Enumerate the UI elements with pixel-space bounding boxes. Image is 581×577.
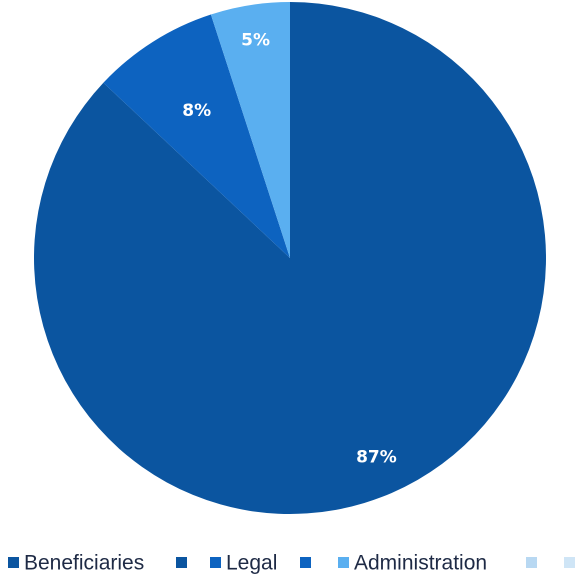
legend-swatch-unlabeled xyxy=(564,557,575,568)
legend-swatch-legal xyxy=(210,557,221,568)
legend-label-administration: Administration xyxy=(354,552,487,575)
legend-swatch-unlabeled xyxy=(300,557,311,568)
legend-swatch-administration xyxy=(338,557,349,568)
legend-label-beneficiaries: Beneficiaries xyxy=(24,552,144,575)
pie-slice-beneficiaries xyxy=(33,2,546,514)
data-label-legal: 8% xyxy=(182,101,211,121)
pie-data-labels: 87% 8% 5% xyxy=(182,31,396,468)
legend: Beneficiaries Legal Administration xyxy=(8,552,575,575)
legend-swatch-unlabeled xyxy=(176,557,187,568)
legend-swatch-unlabeled xyxy=(526,557,537,568)
pie-slices xyxy=(33,2,546,514)
pie-slice-legal xyxy=(103,14,290,259)
data-label-administration: 5% xyxy=(241,31,270,51)
legend-swatch-beneficiaries xyxy=(8,557,19,568)
legend-label-legal: Legal xyxy=(226,552,277,575)
data-label-beneficiaries: 87% xyxy=(356,448,397,468)
pie-slice-administration xyxy=(210,2,290,258)
